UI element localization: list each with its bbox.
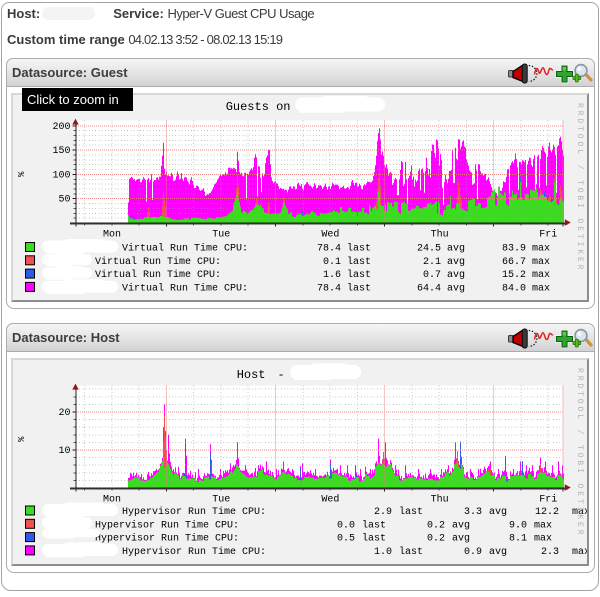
svg-text:Hypervisor Run Time CPU:: Hypervisor Run Time CPU: [95,519,239,531]
svg-text:1.6: 1.6 [323,270,341,281]
svg-text:Tue: Tue [212,230,230,241]
svg-text:RRDTOOL / TOBI OETIKER: RRDTOOL / TOBI OETIKER [575,368,584,537]
svg-text:3.3: 3.3 [464,507,482,518]
svg-text:avg: avg [489,507,507,518]
svg-text:8.1: 8.1 [509,534,527,545]
svg-text:15.2: 15.2 [502,270,526,281]
svg-text:83.9: 83.9 [502,244,526,255]
svg-text:0.9: 0.9 [464,547,482,558]
svg-text:last: last [347,243,371,255]
svg-text:Tue: Tue [212,495,230,506]
svg-text:max: max [532,283,550,294]
svg-text:Hypervisor Run Time CPU:: Hypervisor Run Time CPU: [122,506,266,518]
svg-text:%: % [17,171,27,177]
svg-text:max: max [532,270,550,281]
svg-text:max: max [532,257,550,268]
svg-text:100: 100 [52,170,70,181]
svg-text:12.2: 12.2 [535,507,559,518]
svg-text:max: max [534,534,552,545]
svg-text:Wed: Wed [321,494,339,506]
svg-text:Guests on: Guests on [226,100,291,114]
svg-text:Mon: Mon [103,230,121,241]
svg-text:Virtual Run Time CPU:: Virtual Run Time CPU: [122,243,248,255]
svg-text:0.1: 0.1 [323,257,341,268]
svg-text:Thu: Thu [431,494,449,506]
svg-text:10: 10 [58,446,70,457]
svg-text:Virtual Run Time CPU:: Virtual Run Time CPU: [95,256,221,268]
svg-text:last: last [347,282,371,294]
svg-text:Wed: Wed [321,229,339,241]
svg-text:Host: Host [237,368,266,382]
svg-text:0.7: 0.7 [423,270,441,281]
svg-text:78.4: 78.4 [317,283,341,294]
svg-text:0.0: 0.0 [337,520,355,531]
svg-text:last: last [347,256,371,268]
svg-text:max: max [572,547,589,558]
svg-text:78.4: 78.4 [317,244,341,255]
svg-text:20: 20 [58,408,70,419]
svg-text:max: max [534,520,552,531]
svg-text:150: 150 [52,146,70,157]
svg-text:9.0: 9.0 [509,520,527,531]
svg-text:last: last [362,519,386,531]
svg-text:Fri: Fri [539,229,557,241]
svg-text:Fri: Fri [539,494,557,506]
svg-text:Virtual Run Time CPU:: Virtual Run Time CPU: [95,269,221,281]
svg-text:avg: avg [447,283,465,294]
svg-text:avg: avg [452,520,470,531]
svg-text:-: - [278,368,285,382]
svg-text:64.4: 64.4 [417,283,441,294]
svg-text:avg: avg [447,270,465,281]
svg-text:avg: avg [447,244,465,255]
svg-text:66.7: 66.7 [502,257,526,268]
svg-text:200: 200 [52,122,70,133]
svg-text:2.1: 2.1 [423,257,441,268]
svg-text:%: % [17,436,27,442]
svg-text:avg: avg [489,547,507,558]
svg-text:Thu: Thu [431,229,449,241]
svg-text:last: last [347,269,371,281]
svg-text:50: 50 [58,195,70,206]
svg-text:avg: avg [447,257,465,268]
svg-text:24.5: 24.5 [417,244,441,255]
svg-text:1.0: 1.0 [374,547,392,558]
svg-text:last: last [399,546,423,558]
svg-text:2.3: 2.3 [541,547,559,558]
svg-text:2.9: 2.9 [374,507,392,518]
svg-text:Mon: Mon [103,495,121,506]
svg-text:avg: avg [452,534,470,545]
svg-text:84.0: 84.0 [502,283,526,294]
svg-text:max: max [572,507,589,518]
svg-text:0.5: 0.5 [337,534,355,545]
svg-text:max: max [532,244,550,255]
svg-text:last: last [399,506,423,518]
svg-text:RRDTOOL / TOBI OETIKER: RRDTOOL / TOBI OETIKER [575,103,584,272]
svg-text:Hypervisor Run Time CPU:: Hypervisor Run Time CPU: [95,533,239,545]
svg-text:0.2: 0.2 [427,520,445,531]
svg-text:0.2: 0.2 [427,534,445,545]
svg-text:Virtual Run Time CPU:: Virtual Run Time CPU: [122,282,248,294]
svg-text:Hypervisor Run Time CPU:: Hypervisor Run Time CPU: [122,546,266,558]
svg-text:last: last [362,533,386,545]
